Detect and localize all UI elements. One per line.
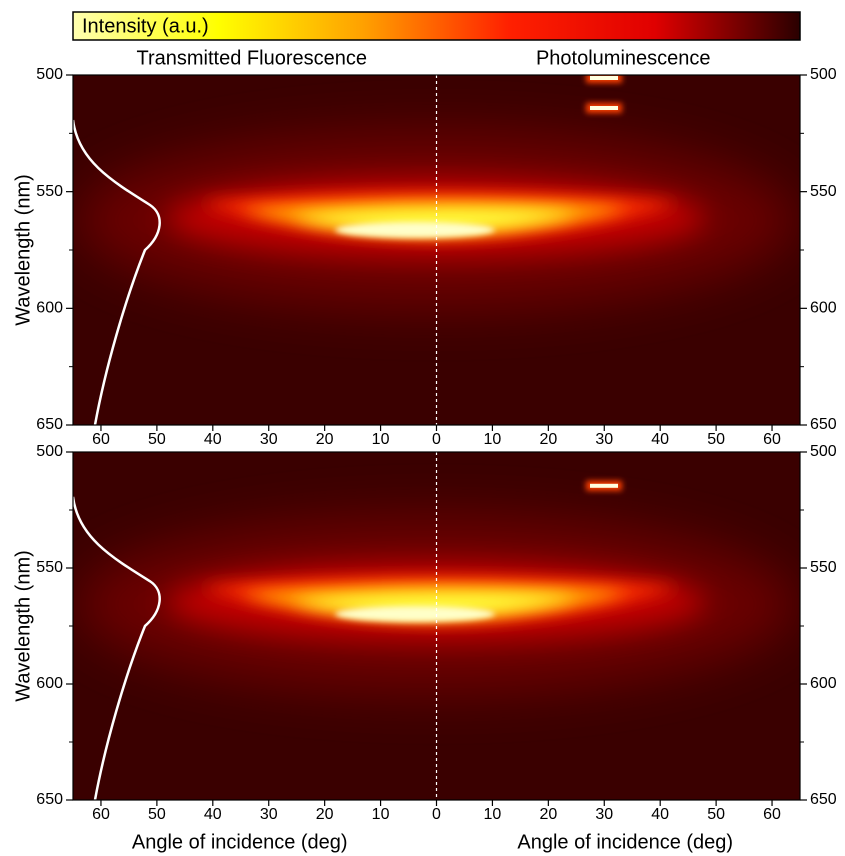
y-tick-label: 650: [36, 791, 63, 808]
x-tick-label: 50: [707, 806, 725, 823]
y-tick-label-right: 650: [810, 416, 837, 433]
x-tick-label: 40: [204, 806, 222, 823]
x-tick-label: 50: [148, 806, 166, 823]
x-tick-label: 30: [260, 806, 278, 823]
y-tick-label-right: 550: [810, 183, 837, 200]
heatmap-peak: [335, 222, 495, 238]
y-axis-label: Wavelength (nm): [12, 550, 34, 702]
colorbar-label: Intensity (a.u.): [82, 15, 209, 37]
x-tick-label: 10: [372, 431, 390, 448]
x-tick-label: 40: [651, 806, 669, 823]
y-tick-label: 600: [36, 300, 63, 317]
x-tick-label: 0: [432, 431, 441, 448]
x-tick-label: 40: [651, 431, 669, 448]
x-tick-label: 20: [539, 806, 557, 823]
y-tick-label-right: 500: [810, 66, 837, 83]
y-tick-label: 550: [36, 183, 63, 200]
y-tick-label-right: 600: [810, 675, 837, 692]
panel-title: Photoluminescence: [536, 47, 711, 69]
x-tick-label: 60: [92, 806, 110, 823]
heatmap-peak: [335, 606, 495, 623]
x-tick-label: 20: [316, 806, 334, 823]
y-tick-label-right: 600: [810, 300, 837, 317]
x-tick-label: 50: [707, 431, 725, 448]
y-axis-label: Wavelength (nm): [12, 174, 34, 326]
y-tick-label: 500: [36, 443, 63, 460]
y-tick-label: 600: [36, 675, 63, 692]
laser-line: [590, 483, 618, 488]
x-tick-label: 20: [316, 431, 334, 448]
x-tick-label: 60: [92, 431, 110, 448]
y-tick-label-right: 500: [810, 443, 837, 460]
heatmap: [73, 75, 800, 425]
y-tick-label: 550: [36, 559, 63, 576]
x-tick-label: 10: [484, 806, 502, 823]
x-tick-label: 20: [539, 431, 557, 448]
spectrum-curve: [73, 496, 161, 800]
x-tick-label: 60: [763, 431, 781, 448]
colorbar: [72, 11, 801, 41]
panel-title: Transmitted Fluorescence: [137, 47, 367, 69]
y-tick-label-right: 550: [810, 559, 837, 576]
y-tick-label: 500: [36, 66, 63, 83]
laser-line: [590, 106, 618, 110]
y-tick-label-right: 650: [810, 791, 837, 808]
spectrum-curve: [73, 119, 161, 425]
x-tick-label: 30: [595, 806, 613, 823]
x-tick-label: 30: [260, 431, 278, 448]
x-tick-label: 0: [432, 806, 441, 823]
laser-line: [590, 76, 618, 80]
x-tick-label: 40: [204, 431, 222, 448]
x-tick-label: 10: [484, 431, 502, 448]
y-tick-label: 650: [36, 416, 63, 433]
heatmap: [73, 452, 800, 800]
x-tick-label: 50: [148, 431, 166, 448]
x-tick-label: 10: [372, 806, 390, 823]
x-tick-label: 60: [763, 806, 781, 823]
x-axis-label: Angle of incidence (deg): [517, 831, 733, 853]
x-axis-label: Angle of incidence (deg): [132, 831, 348, 853]
x-tick-label: 30: [595, 431, 613, 448]
